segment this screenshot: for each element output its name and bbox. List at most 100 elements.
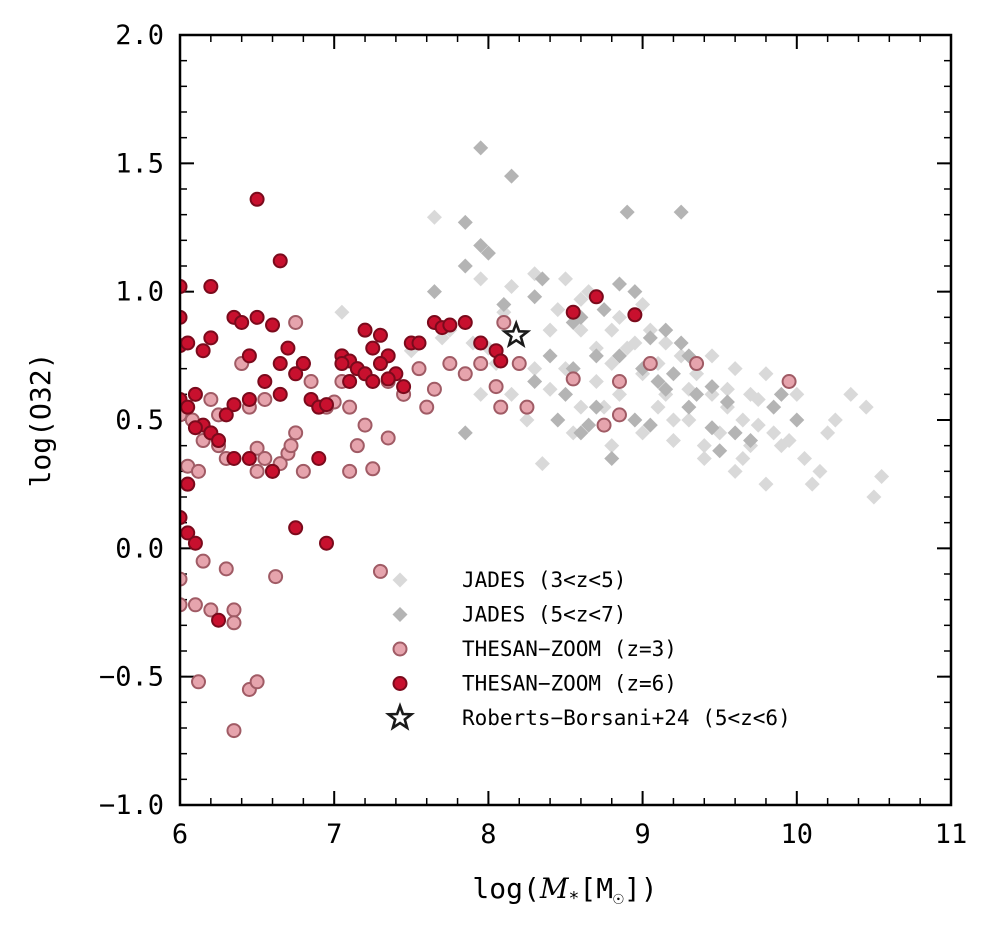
- y-axis-label: log(O32): [24, 353, 57, 488]
- point-jades-3-z-5-: [766, 425, 782, 441]
- point-thesan-zoom-z-6-: [226, 451, 242, 466]
- point-thesan-zoom-z-3-: [226, 723, 242, 739]
- point-jades-3-z-5-: [635, 425, 651, 441]
- point-jades-5-z-7-: [689, 386, 705, 402]
- point-thesan-zoom-z-6-: [565, 304, 581, 320]
- point-thesan-zoom-z-3-: [365, 461, 381, 477]
- point-thesan-zoom-z-3-: [493, 399, 509, 415]
- point-thesan-zoom-z-3-: [203, 602, 219, 618]
- point-thesan-zoom-z-6-: [180, 309, 188, 325]
- point-jades-3-z-5-: [619, 340, 635, 356]
- x-tick-label: 7: [326, 819, 342, 850]
- point-thesan-zoom-z-6-: [288, 520, 304, 536]
- point-thesan-zoom-z-3-: [249, 463, 265, 479]
- point-jades-3-z-5-: [696, 451, 712, 466]
- point-thesan-zoom-z-6-: [372, 327, 388, 343]
- point-jades-3-z-5-: [866, 489, 882, 505]
- point-jades-3-z-5-: [542, 381, 558, 397]
- point-thesan-zoom-z-3-: [342, 399, 358, 415]
- x-tick-label: 11: [935, 819, 968, 850]
- point-thesan-zoom-z-6-: [249, 309, 265, 325]
- point-thesan-zoom-z-6-: [180, 399, 196, 415]
- x-axis-label: log(M*[M☉]): [472, 872, 657, 909]
- point-thesan-zoom-z-6-: [311, 451, 327, 466]
- point-thesan-zoom-z-6-: [218, 407, 234, 423]
- point-thesan-zoom-z-3-: [511, 356, 527, 372]
- point-roberts-borsani-24-5-z-6--legend-marker: [385, 702, 415, 731]
- point-thesan-zoom-z-3-: [596, 417, 612, 433]
- point-thesan-zoom-z-6-: [180, 279, 188, 295]
- point-thesan-zoom-z-6-: [473, 335, 489, 351]
- point-thesan-zoom-z-3-: [295, 463, 311, 479]
- point-jades-3-z-5-: [334, 304, 350, 320]
- point-thesan-zoom-z-3-: [288, 314, 304, 330]
- point-jades-3-z-5-: [681, 412, 697, 428]
- point-jades-3-z-5-: [797, 451, 813, 466]
- legend-label: JADES (3<z<5): [462, 568, 626, 592]
- point-thesan-zoom-z-3-: [411, 361, 427, 377]
- point-thesan-zoom-z-6-: [187, 535, 203, 551]
- point-jades-5-z-7-: [473, 140, 489, 156]
- point-jades-3-z-5-: [426, 209, 442, 225]
- point-jades-5-z-7-: [457, 214, 473, 230]
- point-jades-3-z-5-: [665, 412, 681, 428]
- point-thesan-zoom-z-3-: [473, 356, 489, 372]
- point-thesan-zoom-z-6-: [272, 356, 288, 372]
- point-thesan-zoom-z-3-: [457, 366, 473, 382]
- point-jades-5-z-7-: [743, 433, 759, 449]
- legend-label: THESAN−ZOOM (z=3): [462, 637, 677, 661]
- point-jades-3-z-5-: [534, 456, 550, 472]
- point-thesan-zoom-z-6-: [203, 330, 219, 346]
- point-thesan-zoom-z-6-: [195, 343, 211, 359]
- point-jades-5-z-7-: [473, 237, 489, 253]
- point-jades-3-z-5-: [689, 366, 705, 382]
- point-jades-5-z-7-: [504, 168, 520, 184]
- point-jades-3-z-5-: [473, 386, 489, 402]
- y-tick-label: 1.0: [115, 277, 164, 308]
- point-jades-5-z-7-: [457, 425, 473, 441]
- point-thesan-zoom-z-3-: [342, 463, 358, 479]
- legend-label: JADES (5<z<7): [462, 603, 626, 627]
- point-jades-5-z-7-: [457, 258, 473, 274]
- point-jades-5-z-7-: [581, 417, 597, 433]
- point-jades-3-z-5-: [588, 374, 604, 389]
- point-jades-3-z-5-: [519, 412, 535, 428]
- legend-label: THESAN−ZOOM (z=6): [462, 672, 677, 696]
- point-jades-5-z-7-: [542, 348, 558, 364]
- point-thesan-zoom-z-6--legend-marker: [392, 676, 408, 691]
- point-jades-5-z-7-: [527, 289, 543, 305]
- point-jades-3-z-5-: [773, 438, 789, 454]
- point-thesan-zoom-z-3-: [283, 438, 299, 454]
- point-jades-5-z-7-: [789, 412, 805, 428]
- point-thesan-zoom-z-6-: [288, 366, 304, 382]
- point-jades-3-z-5-: [665, 433, 681, 449]
- point-thesan-zoom-z-6-: [272, 253, 288, 269]
- point-jades-3-z-5-: [874, 468, 890, 484]
- point-thesan-zoom-z-3-: [180, 597, 188, 613]
- point-thesan-zoom-z-3-: [372, 563, 388, 579]
- y-tick-label: 0.5: [115, 405, 164, 436]
- point-thesan-zoom-z-3-: [357, 417, 373, 433]
- point-thesan-zoom-z-3-: [268, 569, 284, 585]
- point-jades-3-z-5-: [704, 386, 720, 402]
- point-jades-5-z-7-: [573, 425, 589, 441]
- point-jades-5-z-7-: [480, 245, 496, 261]
- y-tick-label: −1.0: [99, 790, 164, 821]
- point-jades-3-z-5-: [527, 361, 543, 377]
- point-jades-5-z-7-: [704, 420, 720, 436]
- point-jades-3-z-5-: [735, 412, 751, 428]
- point-jades-3-z-5-: [650, 399, 666, 415]
- legend: JADES (3<z<5) JADES (5<z<7) THESAN−ZOOM (z…: [385, 568, 791, 731]
- point-jades-3-z-5-: [542, 322, 558, 338]
- point-jades-5-z-7-: [719, 394, 735, 410]
- point-thesan-zoom-z-3-: [565, 371, 581, 387]
- point-thesan-zoom-z-3-: [257, 391, 273, 407]
- point-thesan-zoom-z-3-: [257, 451, 273, 466]
- point-thesan-zoom-z-6-: [226, 397, 242, 413]
- point-thesan-zoom-z-3-: [380, 430, 396, 446]
- point-jades-5-z-7-: [550, 412, 566, 428]
- point-thesan-zoom-z-6-: [372, 356, 388, 372]
- point-thesan-zoom-z-6-: [265, 463, 281, 479]
- y-tick-label: 0.0: [115, 533, 164, 564]
